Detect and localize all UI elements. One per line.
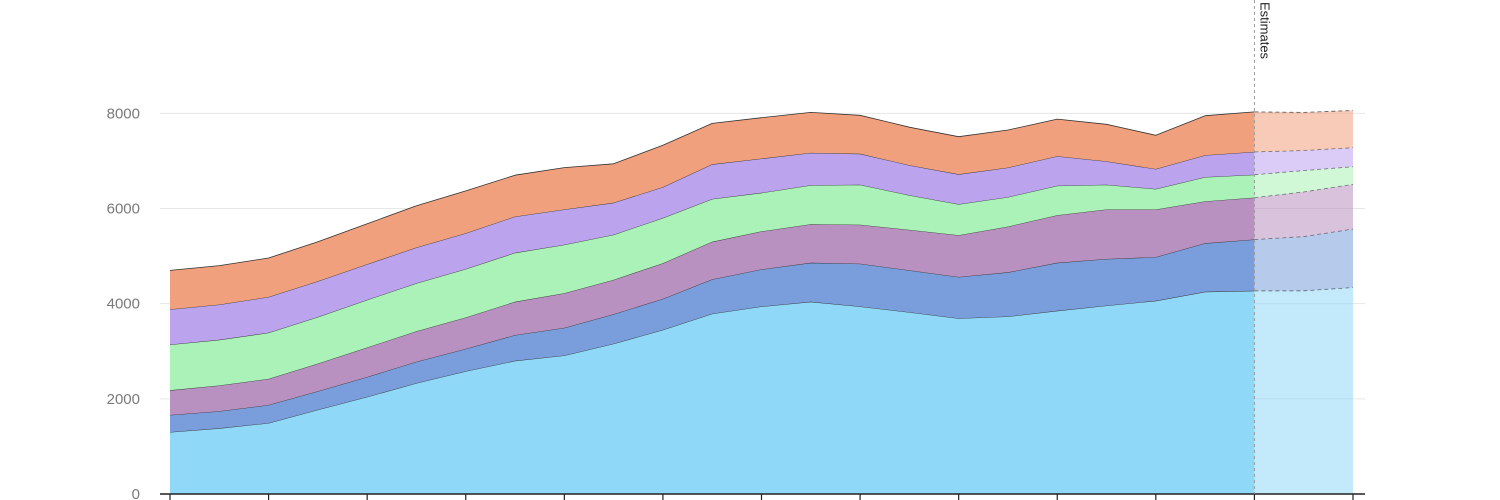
line-projection-series-6	[1254, 110, 1354, 113]
area-series-4	[170, 174, 1255, 391]
area-projection-series-4	[1254, 166, 1353, 198]
y-tick-label-8000: 8000	[107, 105, 140, 122]
area-series-6	[170, 111, 1255, 310]
y-tick-label-0: 0	[132, 486, 140, 500]
area-projection-series-6	[1254, 110, 1353, 152]
line-series-6	[169, 111, 1255, 271]
y-tick-label-6000: 6000	[107, 201, 140, 218]
area-series-3	[170, 197, 1255, 415]
area-series-2	[170, 239, 1255, 433]
area-projection-series-5	[1254, 147, 1353, 175]
estimates-label: Estimates	[1257, 2, 1272, 60]
area-projection-series-1	[1254, 287, 1353, 494]
axes: 0 2000 4000 6000 8000	[107, 105, 1365, 500]
area-projection-series-3	[1254, 184, 1353, 240]
area-series-5	[170, 151, 1255, 345]
area-projection-series-2	[1254, 229, 1353, 291]
area-series-1	[170, 290, 1255, 494]
y-tick-label-2000: 2000	[107, 391, 140, 408]
stacked-areas	[169, 110, 1354, 494]
estimates-annotation: Estimates	[1253, 0, 1272, 494]
y-tick-label-4000: 4000	[107, 296, 140, 313]
